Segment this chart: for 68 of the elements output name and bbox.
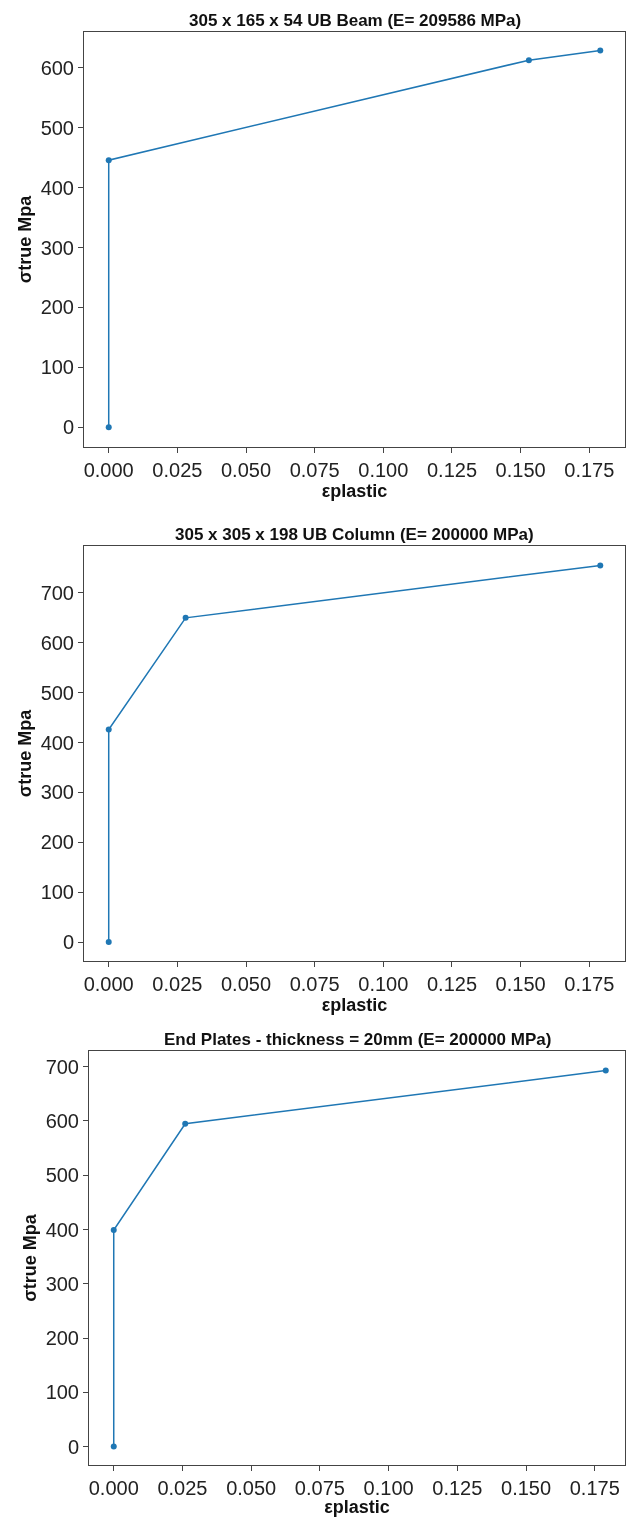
point xyxy=(597,562,604,569)
y-tick-label: 600 xyxy=(40,631,74,654)
x-tick-label: 0.075 xyxy=(289,973,340,995)
point xyxy=(597,47,604,54)
y-tick-label: 0 xyxy=(67,1435,79,1458)
x-tick-label: 0.100 xyxy=(358,973,409,995)
chart-title: 305 x 305 x 198 UB Column (E= 200000 MPa) xyxy=(175,525,534,544)
y-tick-label: 700 xyxy=(40,581,74,604)
y-tick-label: 600 xyxy=(45,1109,79,1132)
x-tick-label: 0.150 xyxy=(495,973,546,995)
x-axis-title: εplastic xyxy=(321,481,388,501)
x-tick-label: 0.025 xyxy=(152,973,203,995)
x-tick-label: 0.000 xyxy=(88,1477,139,1499)
point xyxy=(105,726,112,733)
x-axis-title: εplastic xyxy=(324,1497,390,1517)
x-tick-label: 0.175 xyxy=(564,459,615,481)
point xyxy=(525,57,532,64)
x-tick-label: 0.100 xyxy=(363,1477,414,1499)
y-tick-label: 100 xyxy=(45,1381,79,1404)
point xyxy=(182,614,189,621)
point xyxy=(110,1443,117,1450)
x-tick-label: 0.150 xyxy=(501,1477,552,1499)
x-tick-label: 0.000 xyxy=(83,459,134,481)
y-tick-label: 100 xyxy=(40,881,74,904)
y-tick-label: 400 xyxy=(40,176,74,199)
y-tick-label: 600 xyxy=(40,56,74,79)
y-tick-label: 200 xyxy=(45,1327,79,1350)
chart-title: 305 x 165 x 54 UB Beam (E= 209586 MPa) xyxy=(189,11,522,30)
x-tick-label: 0.125 xyxy=(432,1477,483,1499)
y-tick-label: 500 xyxy=(45,1164,79,1187)
point xyxy=(182,1120,189,1127)
y-tick-label: 400 xyxy=(45,1218,79,1241)
x-tick-label: 0.050 xyxy=(221,973,272,995)
y-axis-title: σtrue Mpa xyxy=(14,194,35,284)
x-tick-label: 0.075 xyxy=(294,1477,345,1499)
y-tick-label: 400 xyxy=(40,731,74,754)
point xyxy=(105,424,112,431)
x-tick-label: 0.100 xyxy=(358,459,409,481)
x-tick-label: 0.050 xyxy=(221,459,272,481)
x-tick-label: 0.175 xyxy=(569,1477,620,1499)
y-tick-label: 100 xyxy=(40,356,74,379)
x-tick-label: 0.125 xyxy=(426,459,478,481)
y-tick-label: 300 xyxy=(40,781,74,804)
point xyxy=(602,1067,609,1074)
x-tick-label: 0.050 xyxy=(226,1477,277,1499)
y-tick-label: 300 xyxy=(45,1272,79,1295)
y-axis-title: σtrue Mpa xyxy=(14,708,35,798)
x-tick-label: 0.125 xyxy=(426,973,478,995)
point xyxy=(105,157,112,164)
x-tick-label: 0.025 xyxy=(152,459,203,481)
x-tick-label: 0.000 xyxy=(83,973,134,995)
y-tick-label: 0 xyxy=(62,931,74,954)
y-axis-title: σtrue Mpa xyxy=(19,1213,40,1302)
y-tick-label: 500 xyxy=(40,116,74,139)
point xyxy=(105,939,112,946)
y-tick-label: 200 xyxy=(40,831,74,854)
x-tick-label: 0.025 xyxy=(157,1477,208,1499)
y-tick-label: 500 xyxy=(40,681,74,704)
point xyxy=(110,1227,117,1234)
y-tick-label: 300 xyxy=(40,236,74,259)
chart-title: End Plates - thickness = 20mm (E= 200000 MPa) xyxy=(164,1030,552,1049)
y-tick-label: 0 xyxy=(62,416,74,439)
x-axis-title: εplastic xyxy=(321,995,388,1015)
y-tick-label: 200 xyxy=(40,296,74,319)
x-tick-label: 0.075 xyxy=(289,459,340,481)
x-tick-label: 0.175 xyxy=(564,973,615,995)
x-tick-label: 0.150 xyxy=(495,459,546,481)
y-tick-label: 700 xyxy=(45,1055,79,1078)
